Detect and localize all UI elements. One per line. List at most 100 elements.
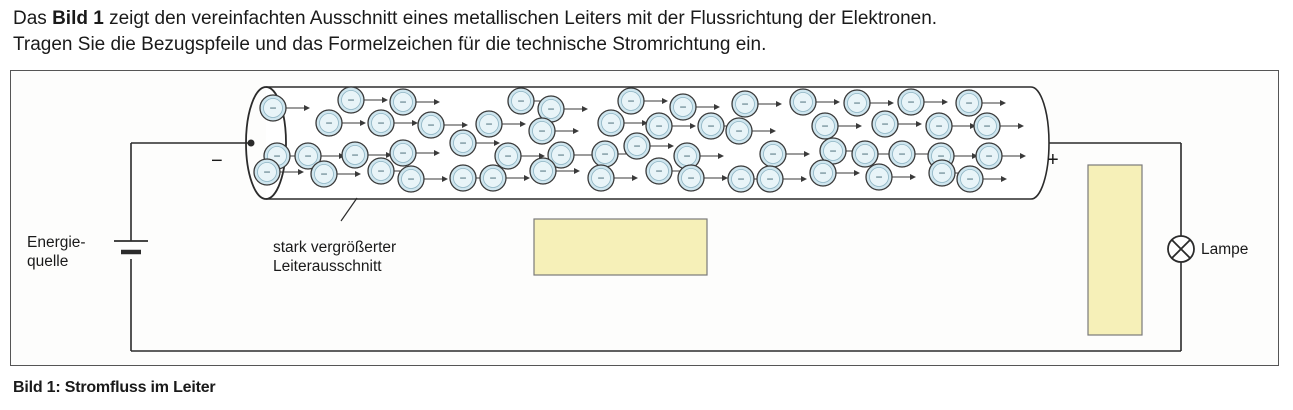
task-text: Das Bild 1 zeigt den vereinfachten Aussc…: [13, 6, 1281, 58]
electron-inner: [533, 161, 553, 181]
electron-inner: [649, 116, 669, 136]
electron-arrow-head: [770, 128, 776, 134]
electron-charge-sign: −: [263, 165, 270, 179]
electron-arrow-head: [386, 152, 392, 158]
electron-inner: [421, 115, 441, 135]
electron-inner: [959, 93, 979, 113]
terminal-dot: [247, 139, 255, 147]
electron-charge-sign: −: [597, 171, 604, 185]
electron-arrow-head: [382, 97, 388, 103]
battery-symbol: [114, 240, 148, 255]
electron-arrow-head: [632, 175, 638, 181]
electron-arrow-head: [355, 171, 361, 177]
electron-inner: [813, 163, 833, 183]
lamp-cross-b: [1171, 239, 1191, 259]
electron-inner: [371, 161, 391, 181]
electron-charge-sign: −: [937, 149, 944, 163]
electron-arrow-head: [942, 99, 948, 105]
electron-inner: [735, 94, 755, 114]
electron-arrow-head: [888, 100, 894, 106]
electron-inner: [257, 162, 277, 182]
task-line-1: Das Bild 1 zeigt den vereinfachten Aussc…: [13, 6, 1281, 32]
current-symbol-answer-box[interactable]: [533, 218, 708, 276]
electron-charge-sign: −: [273, 149, 280, 163]
electron-arrow-head: [972, 153, 978, 159]
electron-inner: [621, 91, 641, 111]
electron-inner: [345, 145, 365, 165]
plus-terminal-sign: +: [1047, 149, 1059, 171]
electron-inner: [341, 90, 361, 110]
electron-inner: [298, 146, 318, 166]
electron-charge-sign: −: [399, 95, 406, 109]
electron-charge-sign: −: [504, 149, 511, 163]
electron-arrow-head: [804, 151, 810, 157]
electron-inner: [393, 143, 413, 163]
electron-arrow-head: [524, 175, 530, 181]
electron-charge-sign: −: [351, 148, 358, 162]
electron-arrow-head: [582, 106, 588, 112]
electron-charge-sign: −: [655, 119, 662, 133]
electron-charge-sign: −: [304, 149, 311, 163]
electron-inner: [731, 169, 751, 189]
electron-charge-sign: −: [459, 171, 466, 185]
electron-charge-sign: −: [459, 136, 466, 150]
electron-charge-sign: −: [766, 172, 773, 186]
electron-charge-sign: −: [966, 172, 973, 186]
electron-arrow-head: [1000, 100, 1006, 106]
electron-charge-sign: −: [683, 149, 690, 163]
electron-arrow-head: [304, 105, 310, 111]
electron-inner: [453, 168, 473, 188]
electron-charge-sign: −: [907, 95, 914, 109]
electron-inner: [869, 167, 889, 187]
electron-charge-sign: −: [517, 94, 524, 108]
electron-arrow-head: [462, 122, 468, 128]
electron-charge-sign: −: [853, 96, 860, 110]
electron-charge-sign: −: [485, 117, 492, 131]
electron-arrow-head: [360, 120, 366, 126]
electron-inner: [815, 116, 835, 136]
conductor-label-line-2: Leiterausschnitt: [273, 258, 382, 275]
task-line-2: Tragen Sie die Bezugspfeile und das Form…: [13, 34, 767, 55]
circuit-wires: [130, 142, 1182, 352]
electron-inner: [453, 133, 473, 153]
electron-inner: [479, 114, 499, 134]
electron-arrow-head: [834, 99, 840, 105]
electron-inner: [483, 168, 503, 188]
electron-charge-sign: −: [983, 119, 990, 133]
lamp-symbol: [1167, 235, 1195, 263]
conductor: −− − −−− − − − − − −− − − − − − − − − − − −− − − −−−−− −−− − − − − −…: [245, 86, 1050, 200]
electron-arrow-head: [714, 104, 720, 110]
electron-arrow-head: [856, 123, 862, 129]
electron-charge-sign: −: [769, 147, 776, 161]
current-arrow-answer-box[interactable]: [1087, 164, 1143, 336]
lamp-label: Lampe: [1201, 241, 1248, 258]
figure-caption: Bild 1: Stromfluss im Leiter: [13, 379, 216, 396]
conductor-leader-line: [340, 197, 358, 222]
electron-inner: [591, 168, 611, 188]
electron-inner: [760, 169, 780, 189]
electron-charge-sign: −: [427, 118, 434, 132]
electron-arrow-head: [668, 143, 674, 149]
electron-charge-sign: −: [557, 148, 564, 162]
electron-inner: [393, 92, 413, 112]
electron-charge-sign: −: [407, 172, 414, 186]
electron-inner: [541, 99, 561, 119]
conductor-end-face: [245, 86, 287, 200]
electron-charge-sign: −: [799, 95, 806, 109]
electron-inner: [401, 169, 421, 189]
electron-charge-sign: −: [861, 147, 868, 161]
electron-arrow-head: [520, 121, 526, 127]
electrons: −− − −−− − − − − − −− − − − − − − − − − − −− − − −−−−− −−− − − − − −…: [253, 86, 1026, 193]
electron-charge-sign: −: [965, 96, 972, 110]
electron-inner: [511, 91, 531, 111]
electron-inner: [979, 146, 999, 166]
electron-charge-sign: −: [627, 94, 634, 108]
electron-charge-sign: −: [829, 144, 836, 158]
electron-charge-sign: −: [377, 164, 384, 178]
figure-reference: Bild 1: [52, 8, 104, 29]
electron-arrow-head: [690, 123, 696, 129]
electron-inner: [673, 97, 693, 117]
electron-inner: [314, 164, 334, 184]
electron-charge-sign: −: [819, 166, 826, 180]
electron-inner: [763, 144, 783, 164]
